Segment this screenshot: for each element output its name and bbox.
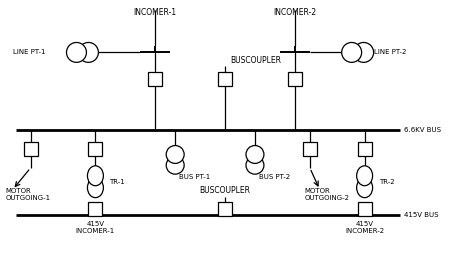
Text: 415V
INCOMER-2: 415V INCOMER-2 [345, 221, 384, 234]
Circle shape [79, 43, 99, 62]
Circle shape [166, 146, 184, 163]
Ellipse shape [87, 178, 103, 198]
Bar [218, 72, 232, 86]
Ellipse shape [356, 166, 373, 186]
Text: 415V
INCOMER-1: 415V INCOMER-1 [76, 221, 115, 234]
Text: BUS PT-2: BUS PT-2 [259, 174, 290, 180]
Text: TR-1: TR-1 [109, 179, 125, 185]
Text: MOTOR
OUTGOING-1: MOTOR OUTGOING-1 [6, 188, 51, 201]
Text: INCOMER-1: INCOMER-1 [134, 8, 177, 17]
Text: LINE PT-1: LINE PT-1 [13, 49, 45, 55]
Bar [303, 142, 317, 156]
Text: BUSCOUPLER: BUSCOUPLER [230, 56, 281, 65]
Text: BUSCOUPLER: BUSCOUPLER [200, 186, 251, 195]
Circle shape [354, 43, 374, 62]
Bar [148, 72, 162, 86]
Text: INCOMER-2: INCOMER-2 [273, 8, 316, 17]
Bar [89, 142, 102, 156]
Circle shape [246, 146, 264, 163]
Circle shape [246, 156, 264, 174]
Circle shape [342, 43, 362, 62]
Text: MOTOR
OUTGOING-2: MOTOR OUTGOING-2 [305, 188, 350, 201]
Text: 6.6KV BUS: 6.6KV BUS [403, 127, 440, 133]
Bar [89, 201, 102, 216]
Bar [218, 201, 232, 216]
Text: 415V BUS: 415V BUS [403, 212, 438, 218]
Text: TR-2: TR-2 [379, 179, 394, 185]
Text: BUS PT-1: BUS PT-1 [179, 174, 210, 180]
Bar [358, 142, 372, 156]
Circle shape [66, 43, 86, 62]
Bar [288, 72, 302, 86]
Circle shape [166, 156, 184, 174]
Text: LINE PT-2: LINE PT-2 [374, 49, 406, 55]
Ellipse shape [87, 166, 103, 186]
Bar [24, 142, 37, 156]
Bar [358, 201, 372, 216]
Ellipse shape [356, 178, 373, 198]
